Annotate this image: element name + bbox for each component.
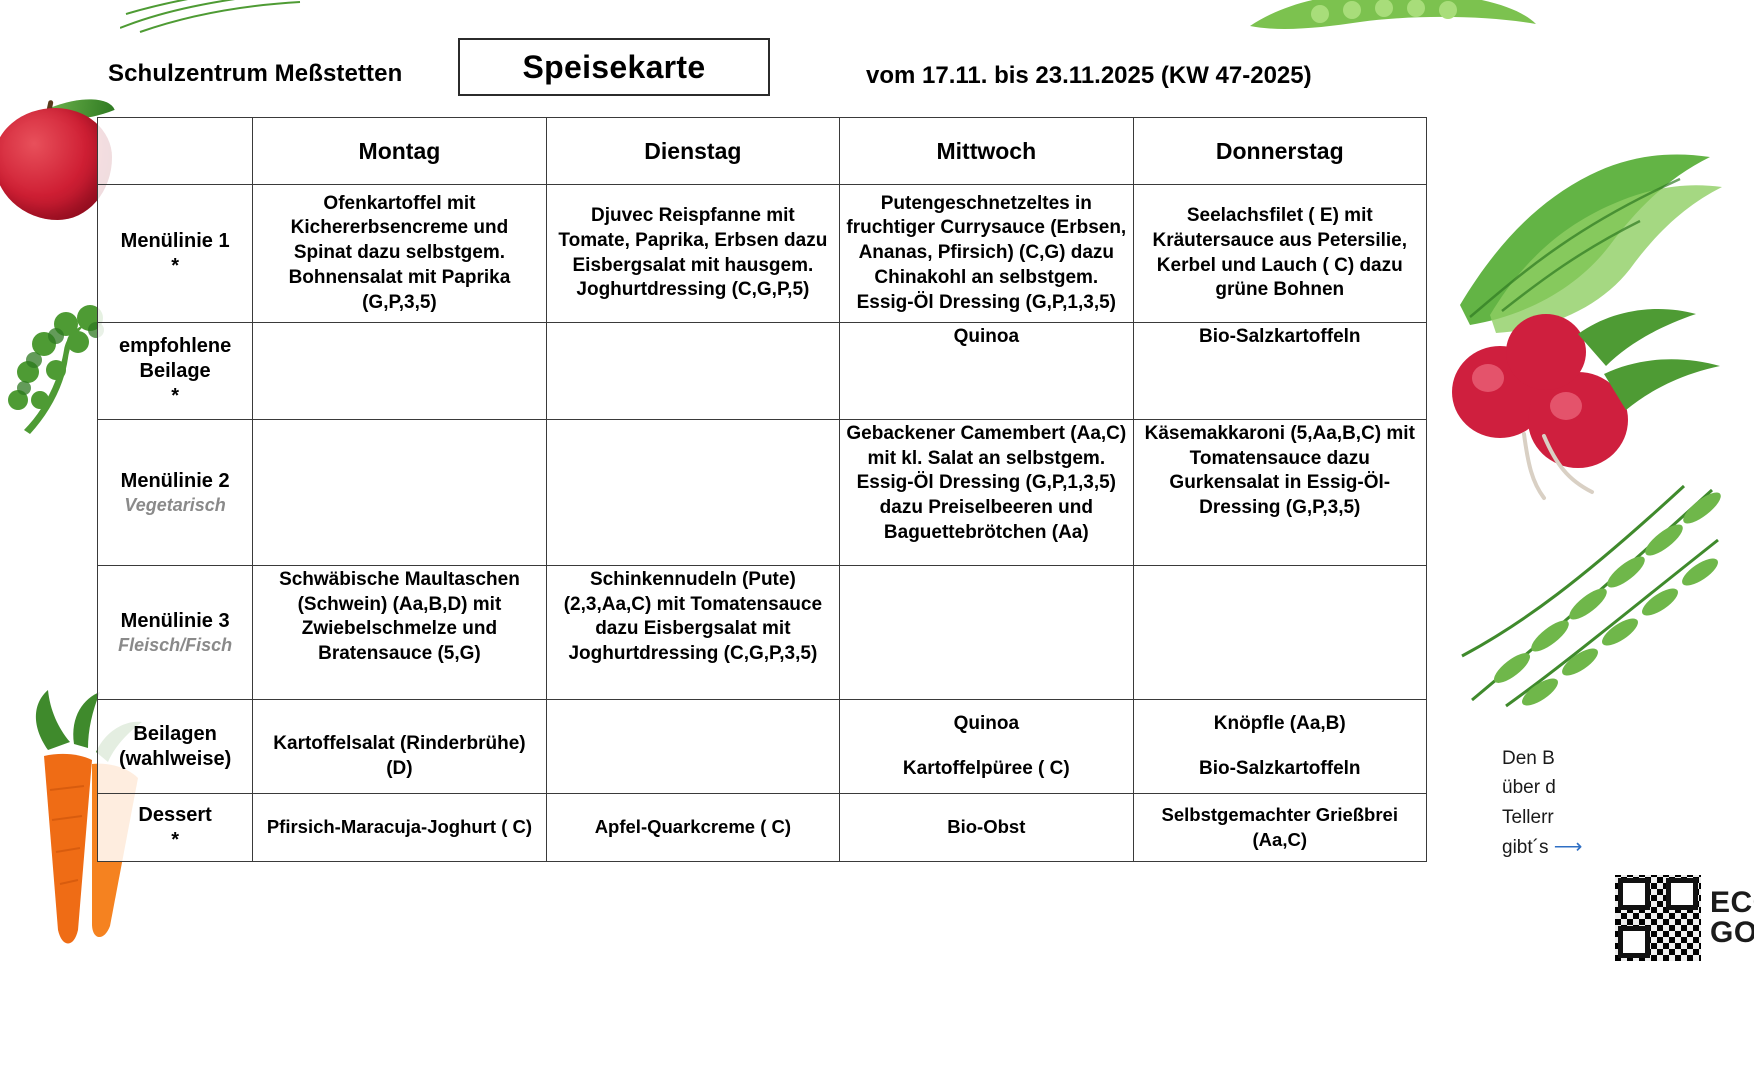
page-header: Schulzentrum Meßstetten Speisekarte vom … <box>0 38 1754 106</box>
row-label-text: Dessert <box>138 803 212 826</box>
table-row-menuelinie-3: Menülinie 3 Fleisch/Fisch Schwäbische Ma… <box>96 565 1428 700</box>
table-row-empfohlene-beilage: empfohlene Beilage * Quinoa Bio-Salzkart… <box>96 322 1428 420</box>
row-sublabel-vegetarisch: Vegetarisch <box>124 494 226 515</box>
cell-menuelinie2-donnerstag: Käsemakkaroni (5,Aa,B,C) mit Tomatensauc… <box>1132 419 1428 566</box>
cell-empfohlenebeilage-montag <box>252 322 547 420</box>
cell-beilagen-donnerstag: Knöpfle (Aa,B) Bio-Salzkartoffeln <box>1132 699 1428 794</box>
side-note-line-1: Den B <box>1502 748 1555 769</box>
date-range: vom 17.11. bis 23.11.2025 (KW 47-2025) <box>866 62 1312 89</box>
side-note: Den B über d Tellerr gibt´s ⟶ <box>1502 744 1752 863</box>
cell-empfohlenebeilage-dienstag <box>545 322 841 420</box>
dill-decoration <box>120 0 301 33</box>
row-label-text: Menülinie 1 <box>120 229 230 252</box>
side-note-line-3: Tellerr <box>1502 806 1554 828</box>
eco-logo-line-2: GOO <box>1710 916 1754 949</box>
table-header-row: Montag Dienstag Mittwoch Donnerstag <box>96 117 1428 185</box>
cell-menuelinie3-dienstag: Schinkennudeln (Pute) (2,3,Aa,C) mit Tom… <box>545 565 841 700</box>
eco-logo-text: ECO GOO <box>1710 888 1754 948</box>
chard-decoration <box>1460 154 1722 333</box>
row-label-menuelinie-3: Menülinie 3 Fleisch/Fisch <box>96 565 254 700</box>
row-label-text: Beilagen (wahlweise) <box>118 722 232 770</box>
qr-corner-marker <box>1618 926 1650 958</box>
cell-beilagen-donnerstag-bottom: Bio-Salzkartoffeln <box>1199 757 1361 779</box>
table-row-beilagen-wahlweise: Beilagen (wahlweise) Kartoffelsalat (Rin… <box>96 699 1428 794</box>
cell-menuelinie2-mittwoch: Gebackener Camembert (Aa,C) mit kl. Sala… <box>839 419 1134 566</box>
row-label-star: * <box>171 384 179 407</box>
page-title: Speisekarte <box>522 48 706 85</box>
radish-decoration <box>1452 308 1720 500</box>
table-row-dessert: Dessert * Pfirsich-Maracuja-Joghurt ( C)… <box>96 793 1428 862</box>
side-note-line-2: über d <box>1502 777 1556 799</box>
cell-beilagen-dienstag <box>545 699 841 794</box>
row-label-menuelinie-2: Menülinie 2 Vegetarisch <box>96 419 254 566</box>
cell-beilagen-mittwoch: Quinoa Kartoffelpüree ( C) <box>839 699 1134 794</box>
row-label-empfohlene-beilage: empfohlene Beilage * <box>96 322 254 420</box>
apple-decoration <box>0 108 112 220</box>
row-label-star: * <box>171 254 179 277</box>
side-note-line-4-text: gibt´s <box>1502 837 1549 859</box>
menu-table: Montag Dienstag Mittwoch Donnerstag Menü… <box>96 117 1428 862</box>
row-label-text: Menülinie 3 <box>120 609 230 632</box>
school-name: Schulzentrum Meßstetten <box>108 60 403 87</box>
cell-beilagen-donnerstag-top: Knöpfle (Aa,B) <box>1213 712 1346 734</box>
day-header-montag: Montag <box>252 117 547 185</box>
cell-beilagen-montag-bottom: Kartoffelsalat (Rinderbrühe) (D) <box>273 732 526 779</box>
row-label-beilagen-wahlweise: Beilagen (wahlweise) <box>96 699 254 794</box>
day-header-donnerstag: Donnerstag <box>1132 117 1428 185</box>
cell-beilagen-mittwoch-bottom: Kartoffelpüree ( C) <box>902 757 1070 779</box>
row-label-text: empfohlene Beilage <box>118 334 232 382</box>
cell-menuelinie1-mittwoch: Putengeschnetzeltes in fruchtiger Currys… <box>839 184 1134 323</box>
eco-logo-group: ECO GOO <box>1612 872 1754 964</box>
cell-empfohlenebeilage-donnerstag: Bio-Salzkartoffeln <box>1132 322 1428 420</box>
eco-logo-line-1: ECO <box>1710 886 1754 919</box>
table-row-menuelinie-2: Menülinie 2 Vegetarisch Gebackener Camem… <box>96 419 1428 566</box>
cell-dessert-donnerstag: Selbstgemachter Grießbrei (Aa,C) <box>1132 793 1428 862</box>
row-label-menuelinie-1: Menülinie 1 * <box>96 184 254 323</box>
pea-pod-decoration <box>1250 0 1536 29</box>
side-note-line-4: gibt´s ⟶ <box>1502 832 1752 863</box>
day-header-mittwoch: Mittwoch <box>839 117 1134 185</box>
cell-empfohlenebeilage-mittwoch: Quinoa <box>839 322 1134 420</box>
row-label-star: * <box>171 828 179 851</box>
cell-beilagen-montag: Kartoffelsalat (Rinderbrühe) (D) <box>252 699 547 794</box>
cell-menuelinie1-donnerstag: Seelachsfilet ( E) mit Kräutersauce aus … <box>1132 184 1428 323</box>
cell-menuelinie1-dienstag: Djuvec Reispfanne mit Tomate, Paprika, E… <box>545 184 841 323</box>
menu-title-box: Speisekarte <box>458 38 770 96</box>
cell-dessert-dienstag: Apfel-Quarkcreme ( C) <box>545 793 841 862</box>
rosemary-branch-decoration <box>1461 484 1721 708</box>
qr-code-icon <box>1612 872 1704 964</box>
cell-beilagen-mittwoch-top: Quinoa <box>953 712 1020 734</box>
cell-menuelinie1-montag: Ofenkartoffel mit Kichererbsencreme und … <box>252 184 547 323</box>
table-row-menuelinie-1: Menülinie 1 * Ofenkartoffel mit Kicherer… <box>96 184 1428 323</box>
day-header-dienstag: Dienstag <box>545 117 841 185</box>
cell-menuelinie2-dienstag <box>545 419 841 566</box>
cell-menuelinie3-mittwoch <box>839 565 1134 700</box>
row-sublabel-fleisch-fisch: Fleisch/Fisch <box>118 634 233 655</box>
row-label-text: Menülinie 2 <box>120 469 230 492</box>
row-label-dessert: Dessert * <box>96 793 254 862</box>
cell-menuelinie2-montag <box>252 419 547 566</box>
cell-menuelinie3-donnerstag <box>1132 565 1428 700</box>
cell-dessert-mittwoch: Bio-Obst <box>839 793 1134 862</box>
cell-menuelinie3-montag: Schwäbische Maultaschen (Schwein) (Aa,B,… <box>252 565 547 700</box>
table-corner-cell <box>96 117 254 185</box>
arrow-right-icon: ⟶ <box>1553 836 1583 859</box>
cell-dessert-montag: Pfirsich-Maracuja-Joghurt ( C) <box>252 793 547 862</box>
